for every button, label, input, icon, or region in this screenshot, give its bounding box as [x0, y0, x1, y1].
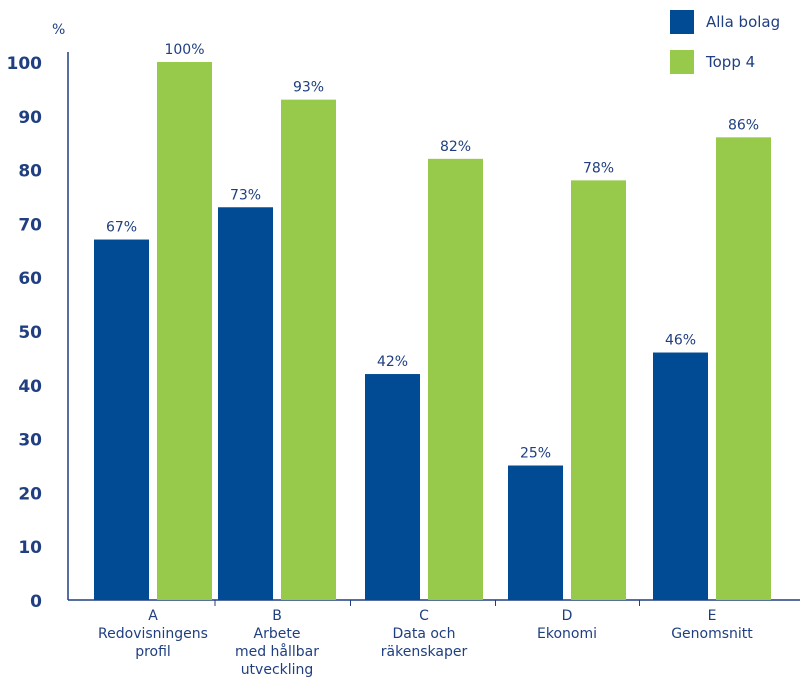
y-tick-label: 70 [18, 215, 42, 235]
y-tick-label: 0 [30, 592, 42, 612]
bar-topp-4-1 [281, 99, 336, 600]
data-label: 73% [230, 187, 261, 203]
x-tick-label: C [419, 608, 429, 624]
data-label: 100% [164, 42, 204, 58]
y-tick-label: 80 [18, 162, 42, 182]
legend: Alla bolag Topp 4 [670, 10, 780, 90]
y-tick-label: 30 [18, 431, 42, 451]
data-label: 25% [520, 446, 551, 462]
legend-swatch-topp-4 [670, 50, 694, 74]
y-tick-label: 20 [18, 484, 42, 504]
y-tick-label: 60 [18, 269, 42, 289]
bar-alla-bolag-4 [653, 352, 708, 600]
data-label: 86% [728, 117, 759, 133]
y-tick-label: 90 [18, 108, 42, 128]
bar-alla-bolag-0 [94, 239, 149, 601]
y-tick-label: 10 [18, 538, 42, 558]
x-tick-label: E [708, 608, 717, 624]
data-label: 78% [583, 160, 614, 176]
x-tick-label: profil [135, 644, 171, 660]
data-label: 67% [106, 220, 137, 236]
x-tick-label: Ekonomi [537, 626, 597, 642]
x-tick-label: A [148, 608, 158, 624]
legend-label-alla-bolag: Alla bolag [706, 13, 781, 31]
x-tick-label: Genomsnitt [671, 626, 753, 642]
y-tick-label: 50 [18, 323, 42, 343]
bar-alla-bolag-3 [508, 465, 563, 600]
legend-item-alla-bolag: Alla bolag [670, 10, 780, 34]
x-tick-label: D [562, 608, 573, 624]
x-tick-label: räkenskaper [381, 644, 468, 660]
bar-alla-bolag-2 [365, 374, 420, 600]
x-tick-label: utveckling [241, 662, 314, 678]
bar-topp-4-3 [571, 180, 626, 601]
bar-topp-4-2 [428, 158, 483, 600]
y-axis-unit: % [52, 22, 66, 38]
data-label: 46% [665, 333, 696, 349]
x-tick-label: med hållbar [235, 643, 319, 660]
bar-alla-bolag-1 [218, 207, 273, 600]
bar-topp-4-0 [157, 62, 212, 600]
data-label: 93% [293, 80, 324, 96]
data-label: 42% [377, 354, 408, 370]
y-tick-label: 100 [7, 54, 43, 74]
legend-swatch-alla-bolag [670, 10, 694, 34]
data-label: 82% [440, 139, 471, 155]
y-tick-label: 40 [18, 377, 42, 397]
x-tick-label: Arbete [254, 626, 301, 642]
x-tick-label: Redovisningens [98, 626, 208, 642]
legend-item-topp-4: Topp 4 [670, 50, 780, 74]
legend-label-topp-4: Topp 4 [706, 53, 756, 71]
bar-topp-4-4 [716, 137, 771, 600]
x-tick-label: B [272, 608, 282, 624]
x-tick-label: Data och [392, 626, 455, 642]
